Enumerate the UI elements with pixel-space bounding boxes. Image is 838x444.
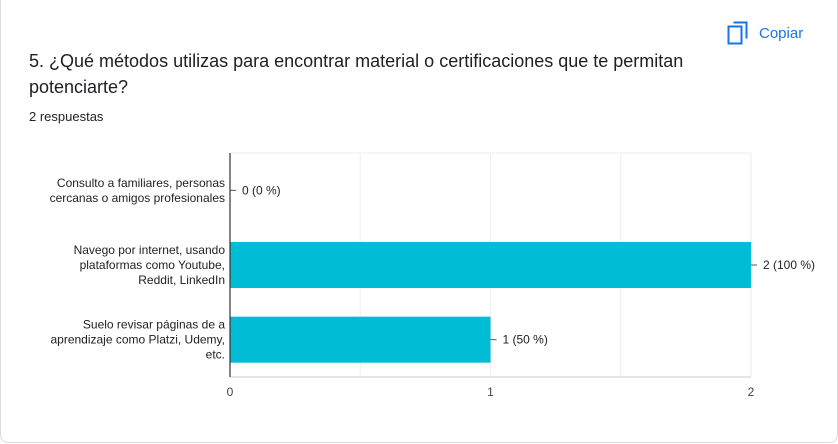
data-label: 2 (100 %) (763, 258, 815, 272)
category-label: cercanas o amigos profesionales (50, 191, 225, 205)
category-label: etc. (206, 348, 225, 362)
category-label: plataformas como Youtube, (80, 258, 225, 272)
category-label: Navego por internet, usando (74, 243, 226, 257)
copy-button[interactable]: Copiar (727, 18, 803, 48)
x-tick-label: 2 (748, 385, 755, 399)
copy-icon (727, 21, 749, 45)
data-label: 0 (0 %) (242, 183, 281, 197)
question-title: 5. ¿Qué métodos utilizas para encontrar … (29, 51, 684, 97)
category-label: Consulto a familiares, personas (57, 176, 225, 190)
category-label: aprendizaje como Platzi, Udemy, (50, 333, 225, 347)
bar (230, 242, 751, 288)
copy-button-label: Copiar (759, 24, 804, 42)
category-label: Reddit, LinkedIn (138, 273, 225, 287)
category-label: Suelo revisar páginas de a (83, 318, 225, 332)
x-tick-label: 1 (487, 385, 494, 399)
bar (230, 316, 491, 363)
x-tick-label: 0 (227, 385, 234, 399)
data-label: 1 (50 %) (503, 333, 548, 347)
response-count: 2 respuestas (29, 109, 104, 124)
bar-chart: Consulto a familiares, personascercanas … (50, 152, 815, 399)
